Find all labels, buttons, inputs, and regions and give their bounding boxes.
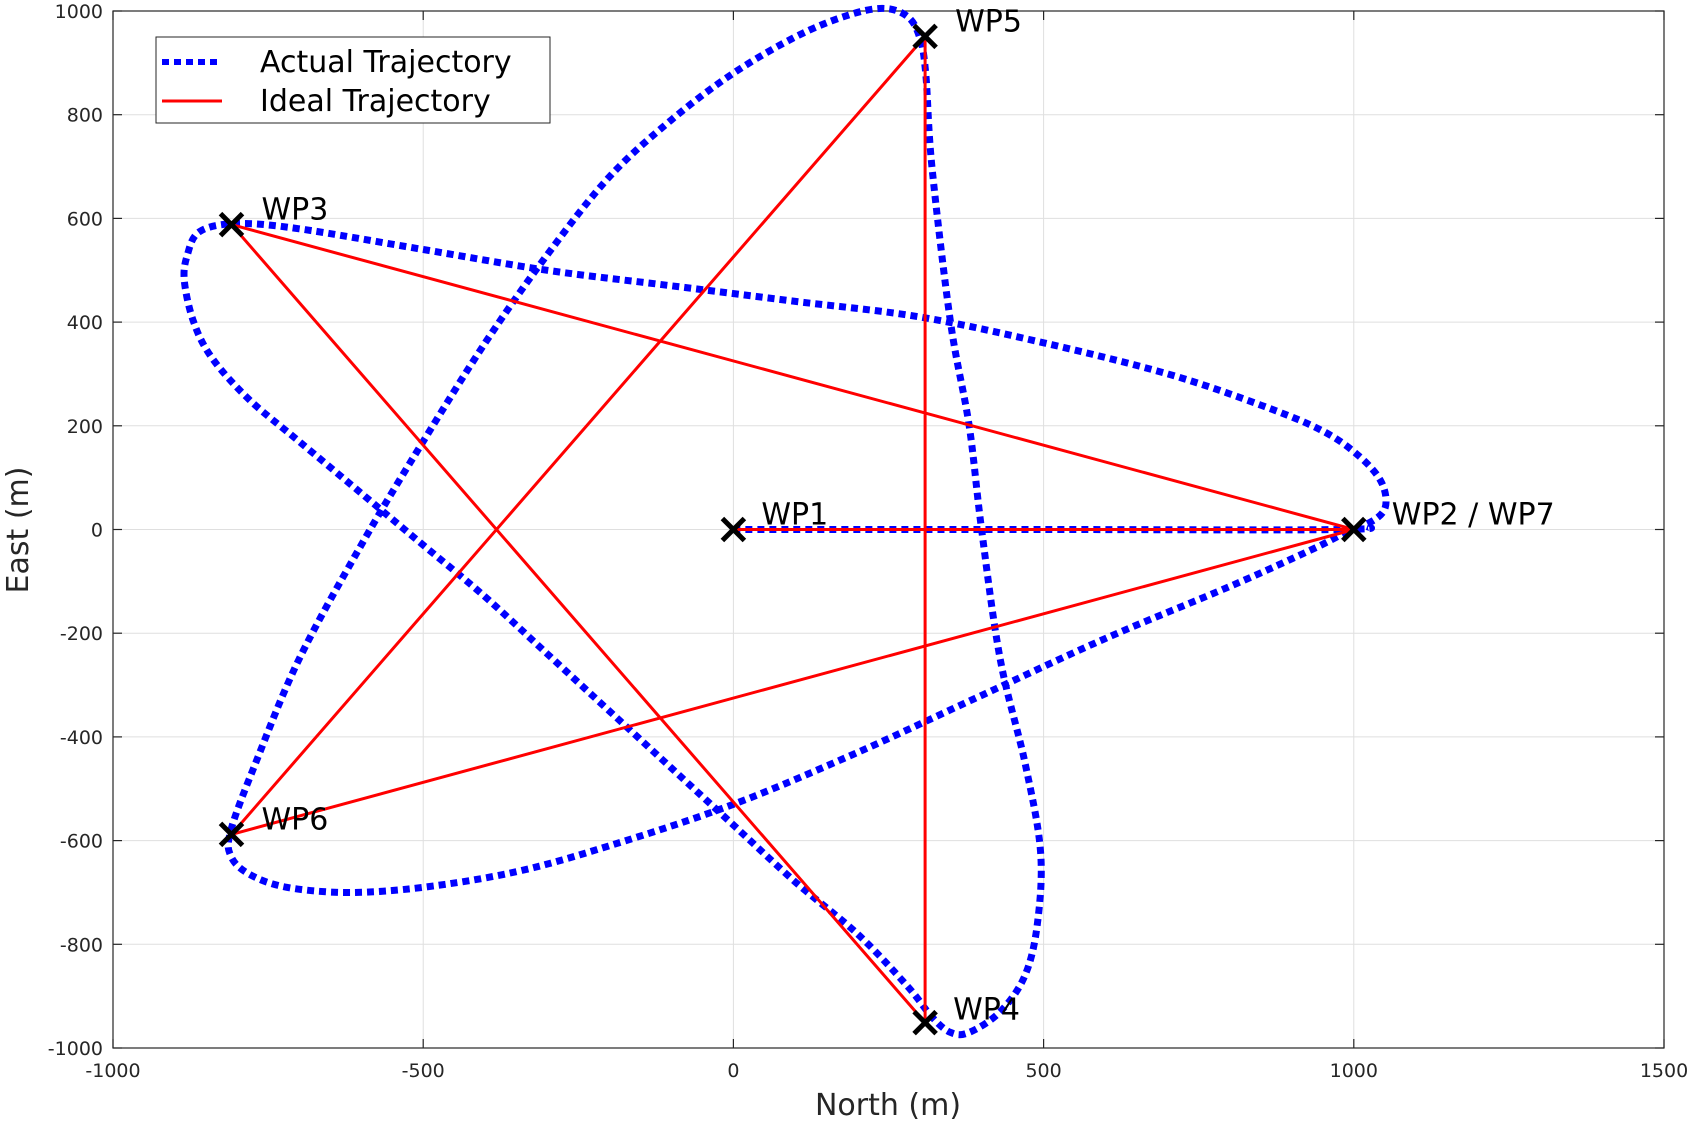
waypoint-cross-stroke [218, 821, 245, 848]
waypoint-cross-stroke [720, 516, 747, 543]
y-tick-label: -400 [60, 727, 103, 749]
y-tick-label: 1000 [55, 1, 103, 23]
waypoint-marker [218, 821, 245, 848]
axis-ticks: -1000 -500 0 500 1000 1500 -1000 -800 -600 -400 -2… [48, 1, 1688, 1082]
legend: Actual Trajectory Ideal Trajectory [155, 36, 551, 124]
legend-ideal-label: Ideal Trajectory [260, 84, 491, 119]
x-tick-label: 500 [1025, 1060, 1061, 1082]
waypoint-marker [912, 23, 938, 50]
waypoint-label: WP2 / WP7 [1392, 498, 1555, 533]
y-tick-label: 0 [91, 520, 103, 542]
y-tick-label: 400 [67, 312, 103, 334]
waypoint-label: WP4 [953, 993, 1020, 1028]
waypoint-marker [1341, 516, 1367, 543]
grid [112, 10, 1665, 1049]
x-tick-label: 1500 [1640, 1060, 1688, 1082]
waypoint-marker [912, 1009, 938, 1036]
waypoint-label: WP6 [261, 802, 328, 837]
x-tick-label: -500 [402, 1060, 445, 1082]
waypoint-label: WP5 [955, 4, 1022, 39]
y-tick-label: -1000 [48, 1038, 103, 1060]
y-tick-label: -800 [60, 934, 103, 956]
waypoint-label: WP1 [761, 498, 828, 533]
legend-actual-label: Actual Trajectory [260, 45, 512, 80]
legend-box [155, 36, 551, 124]
waypoints: WP1 WP2 / WP7 WP3 WP4 WP5 WP6 [218, 4, 1555, 1036]
x-tick-label: 1000 [1330, 1060, 1378, 1082]
x-axis-label: North (m) [815, 1088, 961, 1123]
y-tick-label: 200 [67, 416, 103, 438]
waypoint-label: WP3 [261, 193, 328, 228]
y-tick-label: 600 [67, 208, 103, 230]
y-axis-label: East (m) [1, 467, 36, 594]
x-tick-label: 0 [727, 1060, 739, 1082]
waypoint-marker [720, 516, 747, 543]
y-tick-label: -600 [60, 831, 103, 853]
actual-trajectory-line [180, 4, 1390, 1039]
waypoint-cross-stroke [912, 23, 938, 50]
y-tick-label: 800 [67, 105, 103, 127]
waypoint-marker [218, 211, 245, 238]
waypoint-cross-stroke [1341, 516, 1367, 543]
waypoint-cross-stroke [912, 1009, 938, 1036]
y-tick-label: -200 [60, 623, 103, 645]
x-tick-label: -1000 [85, 1060, 140, 1082]
waypoint-cross-stroke [218, 211, 245, 238]
